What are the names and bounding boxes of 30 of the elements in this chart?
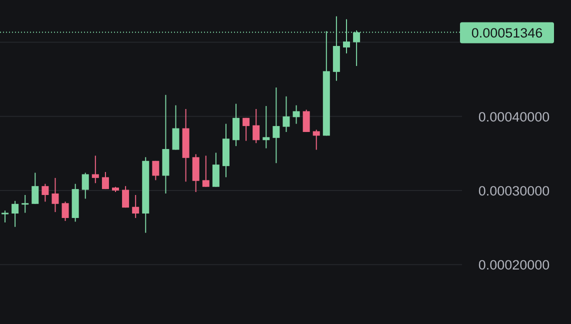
candlestick — [252, 108, 260, 144]
candlestick — [192, 154, 200, 193]
candlestick — [152, 160, 160, 181]
candlestick — [272, 86, 280, 164]
candlestick — [42, 183, 49, 202]
candlestick — [22, 194, 29, 214]
candlestick — [122, 186, 130, 208]
candlestick — [102, 172, 109, 190]
candlestick — [312, 129, 320, 150]
y-tick-label: 0.00030000 — [478, 184, 550, 199]
candlestick — [2, 210, 9, 223]
candlestick — [12, 200, 19, 228]
candlestick — [132, 194, 140, 218]
candlestick — [292, 104, 300, 124]
candlestick — [262, 106, 270, 149]
y-tick-label: 0.00040000 — [478, 109, 550, 124]
candlestick — [202, 155, 210, 188]
candlestick — [32, 172, 39, 204]
candlestick — [92, 155, 99, 184]
candlestick — [172, 104, 180, 150]
y-tick-label: 0.00020000 — [478, 258, 550, 273]
candlestick — [212, 152, 220, 188]
candlestick — [52, 177, 59, 213]
candlestick — [302, 109, 310, 132]
candlestick — [82, 172, 89, 200]
ref-line-label: 0.00051346 — [471, 25, 543, 40]
candlestick — [282, 96, 290, 132]
candlestick — [62, 201, 69, 222]
candlestick — [242, 117, 250, 142]
candlestick — [232, 103, 240, 147]
